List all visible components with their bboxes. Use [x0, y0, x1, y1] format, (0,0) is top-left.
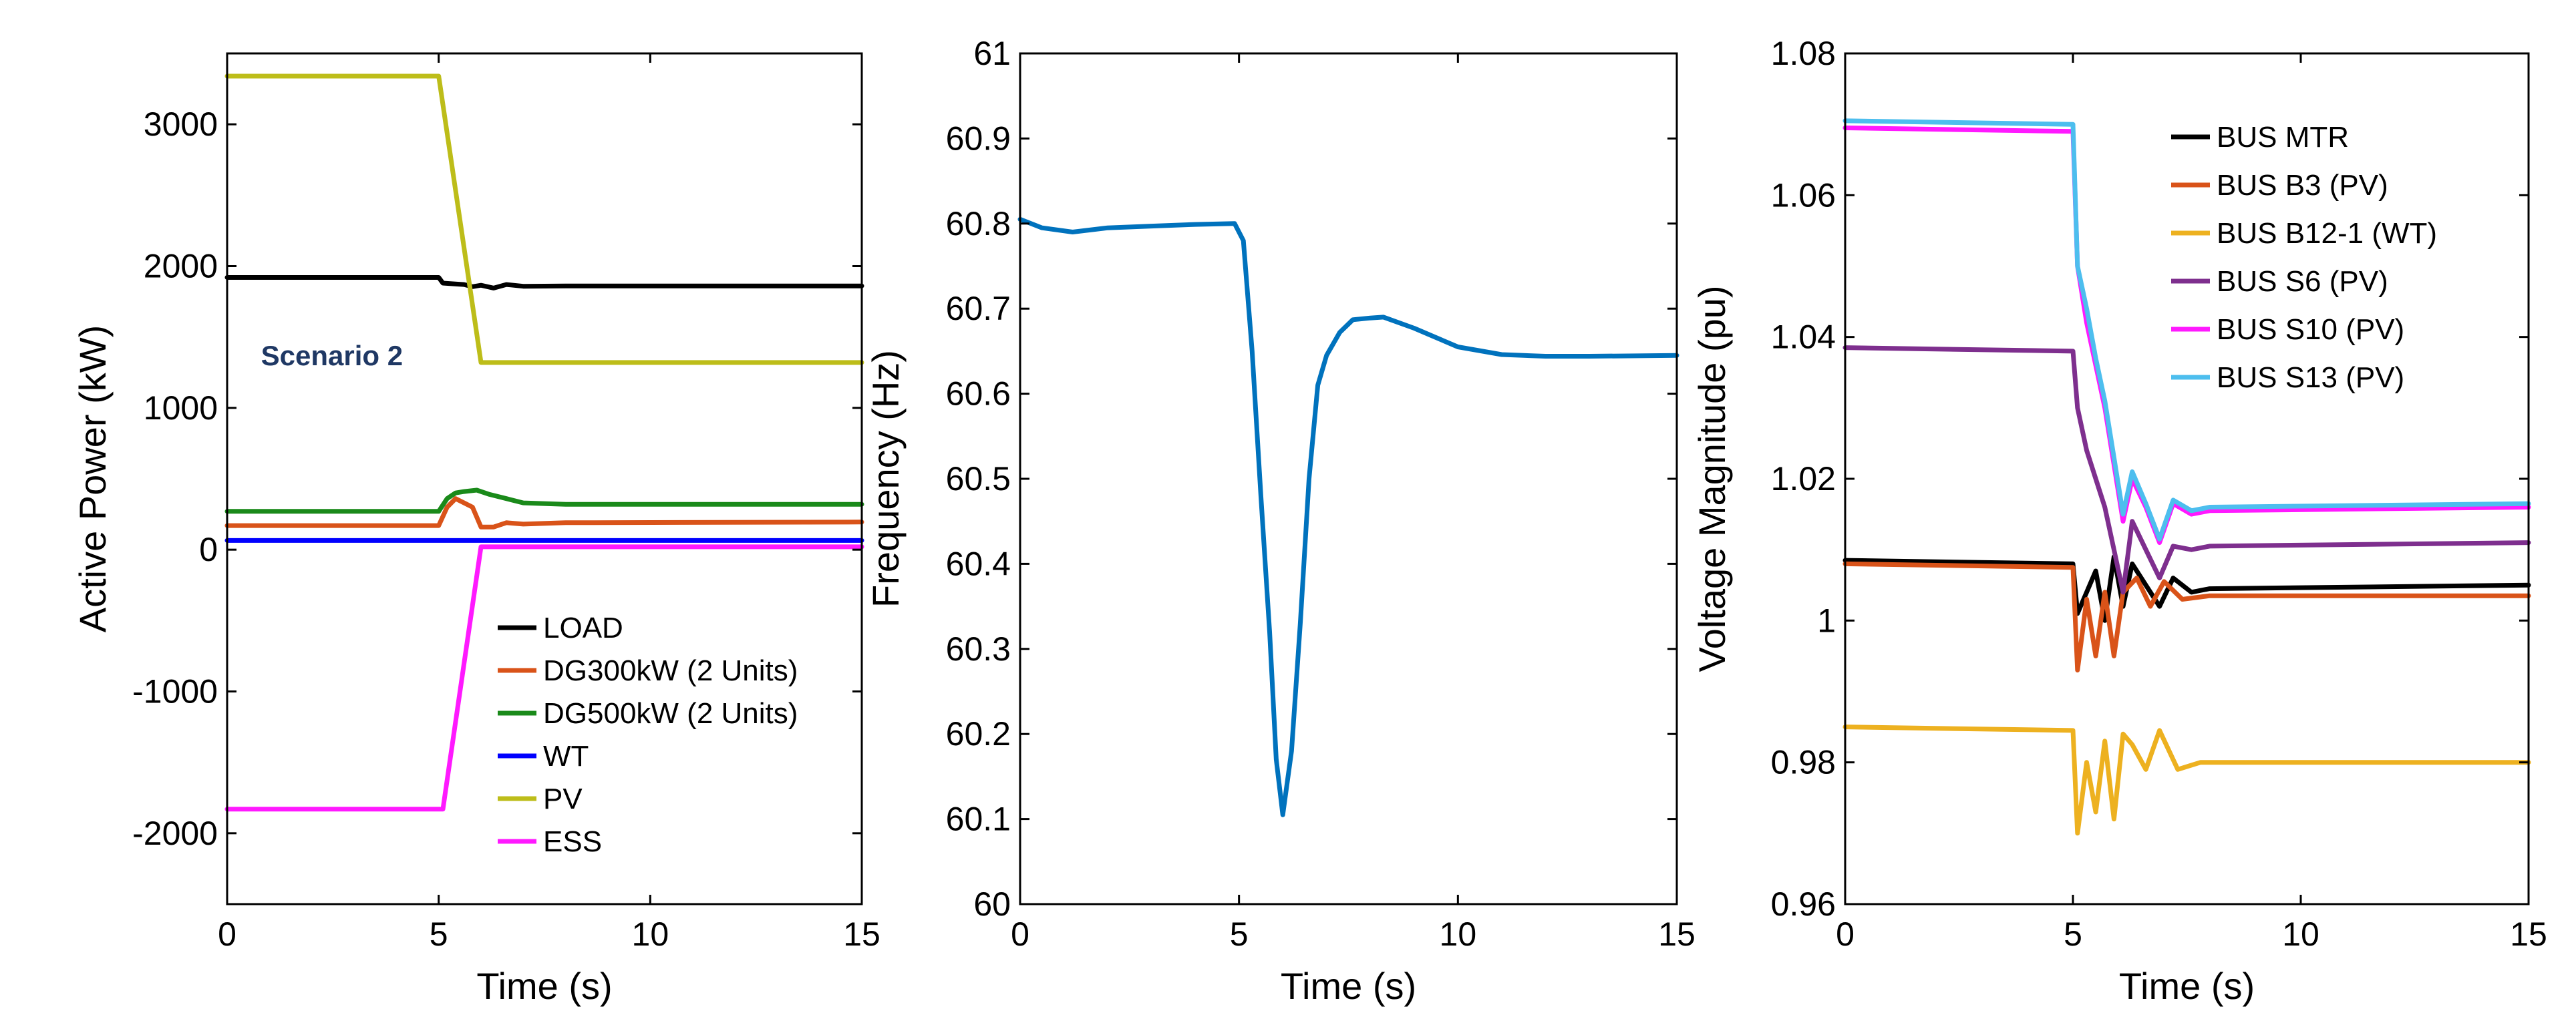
y-tick-label: 1.02 [1771, 460, 1836, 497]
y-tick-label: 61 [973, 35, 1011, 72]
x-axis-label: Time (s) [476, 965, 612, 1007]
y-tick-label: 60.9 [946, 120, 1011, 157]
legend-label: BUS S10 (PV) [2217, 313, 2404, 346]
series-line-1 [1842, 561, 2531, 673]
y-tick-label: 0.96 [1771, 885, 1836, 923]
chart-frequency: 0 5 10 15 60 60.1 60.2 60.3 60.4 60.5 60.6 60.7 60.8… [864, 35, 1696, 1007]
legend-label: DG300kW (2 Units) [543, 654, 798, 687]
x-axis-label: Time (s) [2119, 965, 2255, 1007]
series-line-4 [1842, 126, 2531, 546]
legend-label: BUS B12-1 (WT) [2217, 217, 2437, 250]
y-tick-label: 2000 [144, 248, 218, 285]
x-tick-label: 5 [430, 915, 448, 953]
series-line-4 [224, 73, 864, 365]
y-axis-label: Voltage Magnitude (pu) [1691, 285, 1733, 672]
legend: LOAD DG300kW (2 Units) DG500kW (2 Units) WT… [498, 612, 798, 858]
x-tick-label: 5 [2064, 915, 2082, 953]
y-tick-label: 1 [1817, 602, 1836, 639]
y-axis-label: Frequency (Hz) [864, 350, 907, 608]
y-tick-label: 0.98 [1771, 744, 1836, 781]
y-tick-label: 1.08 [1771, 35, 1836, 72]
y-tick-label: 3000 [144, 106, 218, 143]
series-line-2 [224, 487, 864, 514]
series-line-1 [224, 496, 864, 530]
y-tick-label: -1000 [132, 673, 218, 710]
x-tick-label: 0 [1011, 915, 1029, 953]
series-line-2 [1842, 725, 2531, 836]
x-tick-label: 10 [2282, 915, 2319, 953]
y-axis-label: Active Power (kW) [71, 325, 114, 633]
series-line-5 [1842, 118, 2531, 542]
chart-voltage-magnitude: 0 5 10 15 0.96 0.98 1 1.02 1.04 1.06 1.08 Time (s) V… [1691, 35, 2547, 1007]
y-tick-label: -2000 [132, 815, 218, 852]
legend-label: BUS MTR [2217, 121, 2349, 154]
chart-active-power: 0 5 10 15 -2000 -1000 0 1000 2000 3000 Time (s) Act… [71, 52, 880, 1007]
x-tick-label: 0 [218, 915, 236, 953]
y-tick-label: 1000 [144, 389, 218, 427]
y-tick-label: 60.6 [946, 375, 1011, 413]
x-tick-label: 5 [1230, 915, 1249, 953]
y-tick-label: 60.8 [946, 205, 1011, 242]
x-tick-label: 15 [843, 915, 880, 953]
y-tick-label: 60.3 [946, 630, 1011, 668]
y-tick-label: 60.5 [946, 460, 1011, 497]
y-tick-label: 1.04 [1771, 319, 1836, 356]
legend-label: BUS S6 (PV) [2217, 265, 2388, 298]
legend: BUS MTR BUS B3 (PV) BUS B12-1 (WT) BUS S6 (… [2171, 121, 2437, 394]
y-tick-label: 60.2 [946, 715, 1011, 753]
series-line-5 [224, 544, 864, 812]
y-tick-label: 60 [973, 885, 1011, 923]
series-line-0 [224, 275, 864, 290]
legend-label: PV [543, 783, 583, 815]
x-tick-label: 10 [632, 915, 669, 953]
y-tick-label: 60.4 [946, 545, 1011, 582]
x-tick-label: 10 [1440, 915, 1477, 953]
legend-label: BUS S13 (PV) [2217, 361, 2404, 394]
legend-label: LOAD [543, 612, 623, 644]
x-tick-label: 15 [2510, 915, 2547, 953]
x-axis-label: Time (s) [1281, 965, 1416, 1007]
series-line-3 [1842, 345, 2531, 595]
legend-label: BUS B3 (PV) [2217, 169, 2388, 202]
y-tick-label: 60.1 [946, 801, 1011, 838]
legend-label: DG500kW (2 Units) [543, 697, 798, 730]
legend-label: ESS [543, 825, 602, 858]
series-line-0 [1017, 216, 1679, 817]
y-tick-label: 60.7 [946, 290, 1011, 327]
y-tick-label: 0 [199, 531, 218, 568]
x-tick-label: 0 [1836, 915, 1855, 953]
legend-label: WT [543, 740, 589, 773]
x-tick-label: 15 [1658, 915, 1696, 953]
y-tick-label: 1.06 [1771, 176, 1836, 214]
scenario-annotation: Scenario 2 [261, 340, 403, 371]
axes-box [226, 52, 863, 905]
axes-box [1019, 52, 1678, 905]
axes-box [1844, 52, 2530, 905]
